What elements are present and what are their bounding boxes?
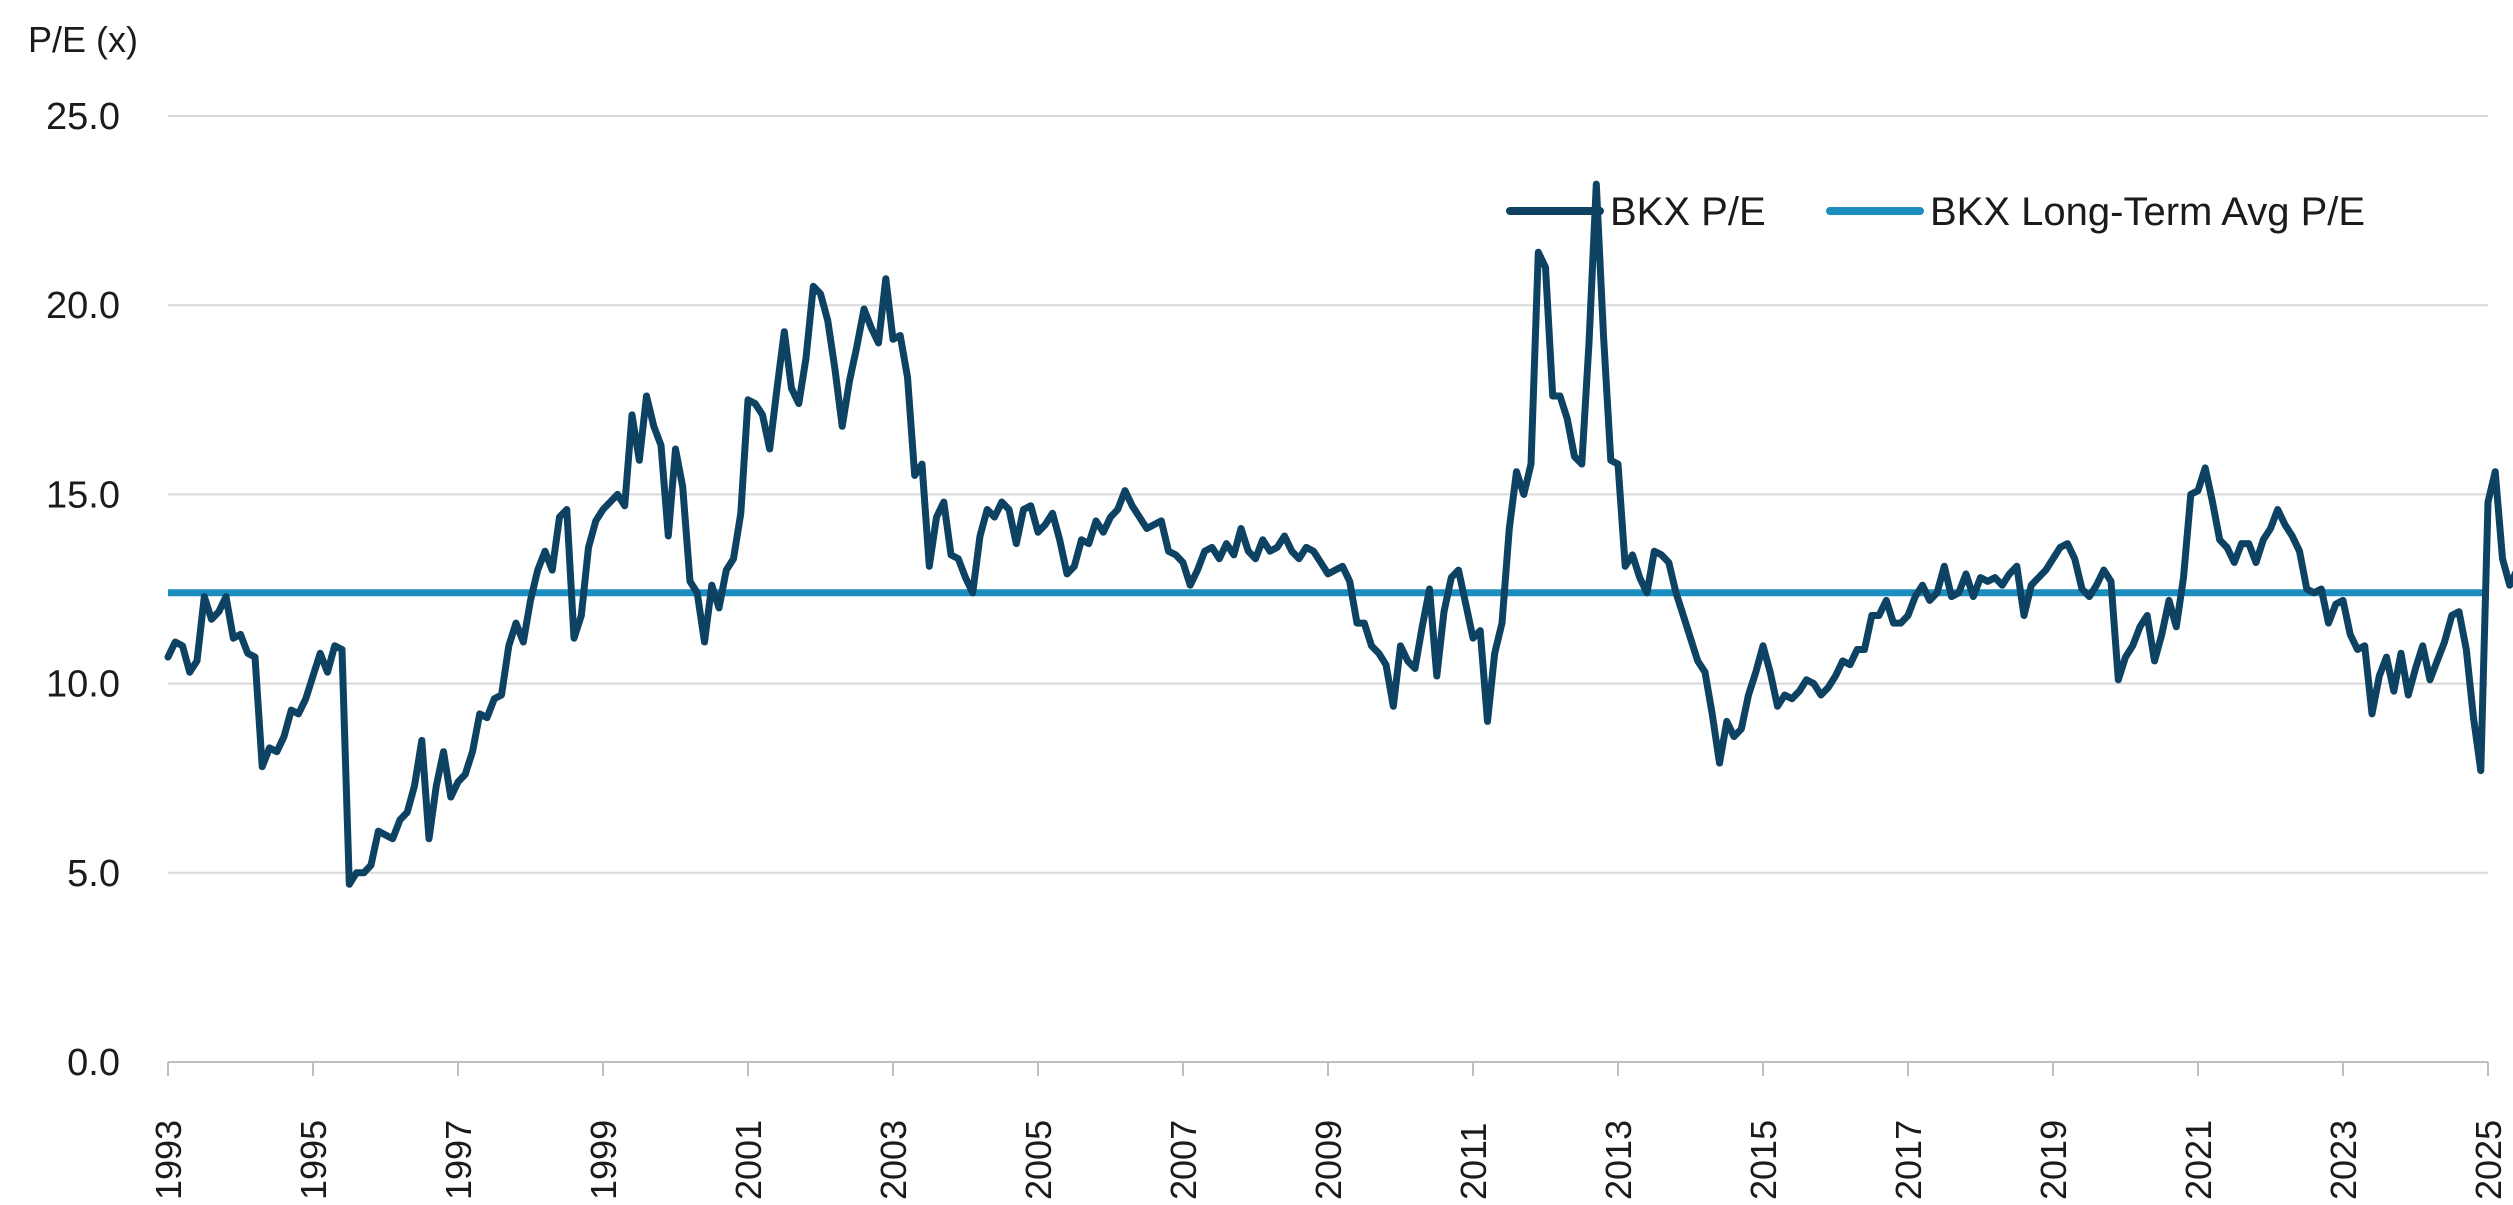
y-tick-label: 5.0: [67, 853, 120, 895]
y-tick-label: 15.0: [46, 474, 120, 516]
x-tick-label: 1993: [148, 1120, 189, 1200]
x-tick-label: 2017: [1888, 1120, 1929, 1200]
x-tick-label: 1995: [293, 1120, 334, 1200]
x-tick-label: 2005: [1018, 1120, 1059, 1200]
y-axis-ticks: 0.0 5.0 10.0 15.0 20.0 25.0: [46, 96, 120, 1084]
x-tick-label: 2009: [1308, 1120, 1349, 1200]
legend: BKX P/E BKX Long-Term Avg P/E: [1506, 190, 2365, 234]
x-tick-label: 2023: [2323, 1120, 2364, 1200]
gridlines: [168, 115, 2488, 874]
legend-label-bkx-pe: BKX P/E: [1610, 190, 1766, 234]
legend-label-bkx-long-term-avg-pe: BKX Long-Term Avg P/E: [1930, 190, 2365, 234]
x-tick-label: 2019: [2033, 1120, 2074, 1200]
x-tick-label: 2011: [1453, 1123, 1494, 1200]
x-tick-label: 2015: [1743, 1120, 1784, 1200]
x-axis-ticks: 1993 1995 1997 1999 2001 2003 2005 2007 2009 2011…: [148, 1062, 2509, 1200]
x-tick-label: 1997: [438, 1120, 479, 1200]
x-tick-label: 2025: [2468, 1120, 2509, 1200]
series-line-bkx-pe: [164, 180, 2513, 888]
y-axis-label: P/E (x): [28, 19, 138, 60]
x-tick-label: 2007: [1163, 1120, 1204, 1200]
y-tick-label: 25.0: [46, 96, 120, 138]
y-tick-label: 10.0: [46, 664, 120, 706]
x-tick-label: 2003: [873, 1120, 914, 1200]
x-tick-label: 1999: [583, 1120, 624, 1200]
x-tick-label: 2021: [2178, 1120, 2219, 1200]
x-tick-label: 2001: [728, 1120, 769, 1200]
y-tick-label: 0.0: [67, 1042, 120, 1084]
y-tick-label: 20.0: [46, 285, 120, 327]
x-tick-label: 2013: [1598, 1120, 1639, 1200]
